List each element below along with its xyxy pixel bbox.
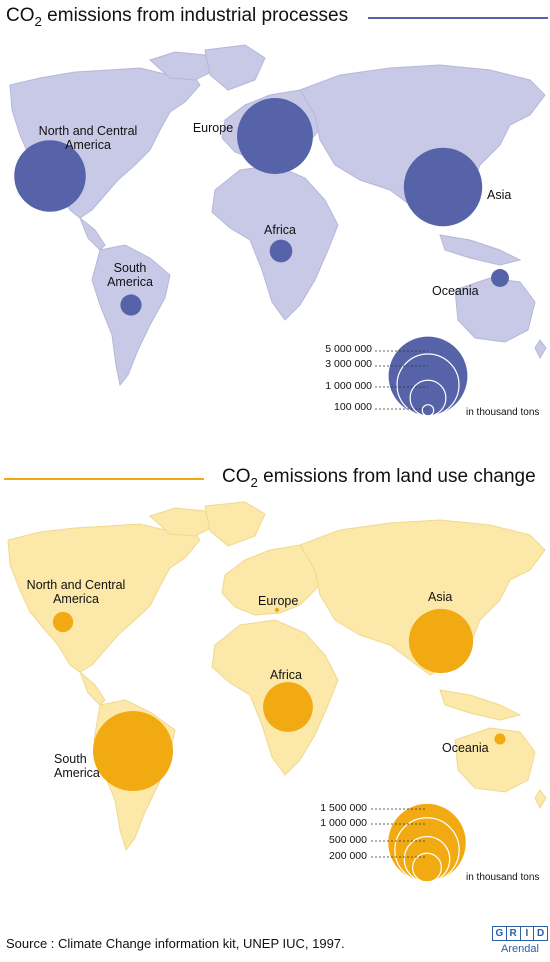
map2-bubble-asia <box>408 608 474 674</box>
map2-legend-label-3: 500 000 <box>329 834 367 846</box>
map1-label-south-america: South America <box>107 261 153 289</box>
map2-legend-circle-1 <box>387 803 467 882</box>
map1-label-europe: Europe <box>192 121 234 135</box>
map1-legend-circle-4 <box>421 404 435 417</box>
map1-legend-unit: in thousand tons <box>466 407 540 418</box>
map1-bubble-oceania <box>491 269 509 287</box>
source-citation: Source : Climate Change information kit,… <box>6 936 345 951</box>
map1-legend-circle-1 <box>388 336 468 416</box>
map2-legend-label-2: 1 000 000 <box>320 817 367 829</box>
map2-bubbles <box>52 607 506 791</box>
map2-label-africa: Africa <box>270 668 302 682</box>
map1-label-africa: Africa <box>264 223 296 237</box>
map2-title-rule <box>4 478 204 480</box>
map1-label-asia: Asia <box>487 188 512 202</box>
map1-bubble-africa <box>269 239 293 263</box>
map1-world-map <box>9 44 547 417</box>
map2-bubble-europe <box>274 607 280 613</box>
map2-title: CO2 emissions from land use change <box>222 466 536 490</box>
logo-grid-letters: G R I D <box>492 926 548 941</box>
grid-arendal-logo: G R I D Arendal <box>492 926 548 958</box>
map2-label-north-central-america: North and Central America <box>26 578 126 606</box>
map2-label-asia: Asia <box>428 590 453 604</box>
map1-bubble-asia <box>403 147 483 227</box>
map2-legend-circles <box>371 802 467 883</box>
map2-bubble-oceania <box>494 733 506 745</box>
map1-label-north-central-america: North and Central America <box>38 124 138 152</box>
map2-label-europe: Europe <box>258 594 299 608</box>
map1-legend-label-4: 100 000 <box>334 401 372 413</box>
map1-legend-label-2: 3 000 000 <box>325 358 372 370</box>
map2-legend-circle-4 <box>412 852 442 883</box>
map1-legend-circles <box>375 335 469 417</box>
map1-title: CO2 emissions from industrial processes <box>6 5 349 29</box>
map1-bubble-south-america <box>120 294 142 316</box>
map1-bubbles <box>14 98 509 316</box>
map1-label-oceania: Oceania <box>432 284 479 298</box>
map2-label-south-america: South America <box>54 752 100 780</box>
map2-bubble-africa <box>263 682 313 732</box>
map1-legend-label-1: 5 000 000 <box>325 343 372 355</box>
map2-bubble-south-america <box>93 711 173 791</box>
map1-bubble-europe <box>237 98 313 174</box>
map2-legend-label-4: 200 000 <box>329 850 367 862</box>
map1-bubble-north-central-america <box>14 140 86 212</box>
map2-legend-unit: in thousand tons <box>466 872 540 883</box>
map1-legend-label-3: 1 000 000 <box>325 380 372 392</box>
map1-title-rule <box>368 17 548 19</box>
map2-label-oceania: Oceania <box>442 741 489 755</box>
map2-bubble-north-central-america <box>52 611 74 633</box>
map2-legend-label-1: 1 500 000 <box>320 802 367 814</box>
map2-world-map <box>7 501 547 883</box>
